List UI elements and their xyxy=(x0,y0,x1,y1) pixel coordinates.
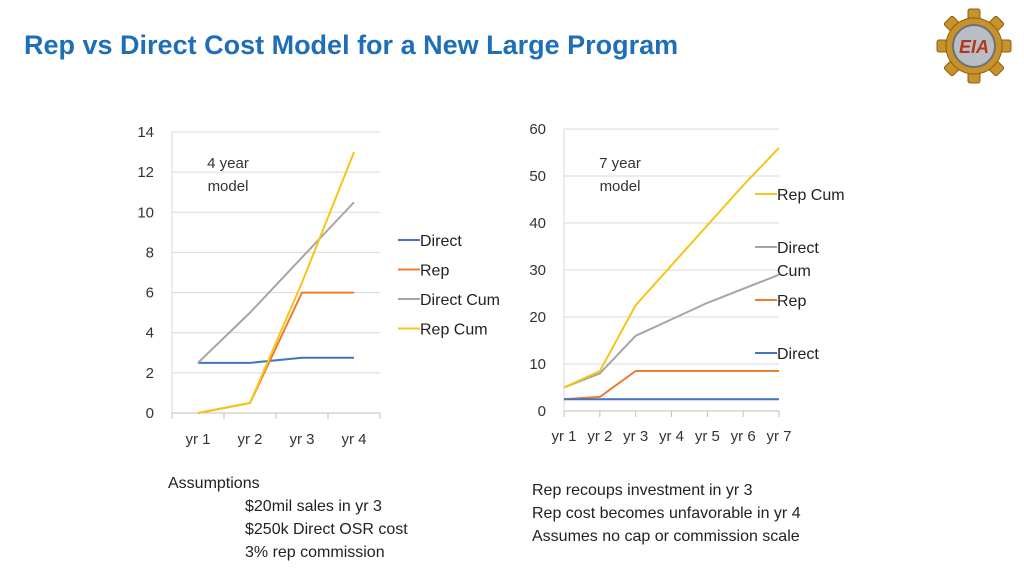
x-tick-label: yr 4 xyxy=(341,431,366,448)
finding-item: Rep cost becomes unfavorable in yr 4 xyxy=(532,505,801,522)
y-tick-label: 30 xyxy=(529,262,546,279)
finding-item: Rep recoups investment in yr 3 xyxy=(532,482,753,499)
chart-annotation: 7 year xyxy=(599,155,641,172)
y-tick-label: 0 xyxy=(146,405,154,422)
series-line-rep xyxy=(563,370,779,401)
legend-label: Rep xyxy=(777,293,806,310)
logo-text: EIA xyxy=(959,37,989,57)
y-tick-label: 40 xyxy=(529,215,546,232)
x-tick-label: yr 1 xyxy=(185,431,210,448)
y-tick-label: 20 xyxy=(529,309,546,326)
series-line-direct-cum xyxy=(563,273,780,389)
y-tick-label: 12 xyxy=(137,164,154,181)
legend-label: Direct xyxy=(420,233,462,250)
assumption-item: $20mil sales in yr 3 xyxy=(245,498,382,515)
chart-annotation: model xyxy=(600,178,641,195)
findings-block: Rep recoups investment in yr 3 Rep cost … xyxy=(532,479,801,548)
series-line-direct xyxy=(198,356,354,364)
x-tick-label: yr 7 xyxy=(766,428,791,445)
finding-item: Assumes no cap or commission scale xyxy=(532,528,800,545)
chart-annotation: 4 year xyxy=(207,155,249,172)
y-tick-label: 8 xyxy=(146,244,154,261)
x-tick-label: yr 2 xyxy=(237,431,262,448)
series-line-direct-cum xyxy=(197,201,355,364)
x-tick-label: yr 4 xyxy=(659,428,684,445)
legend-label: Direct xyxy=(777,346,819,363)
x-tick-label: yr 3 xyxy=(289,431,314,448)
y-tick-label: 10 xyxy=(529,356,546,373)
assumption-item: $250k Direct OSR cost xyxy=(245,521,408,538)
y-tick-label: 14 xyxy=(137,124,154,141)
legend-label: Rep xyxy=(420,263,449,280)
chart-annotation: model xyxy=(208,178,249,195)
assumptions-block: Assumptions $20mil sales in yr 3 $250k D… xyxy=(168,472,408,564)
legend-label: Rep Cum xyxy=(777,187,845,204)
legend-label: Direct Cum xyxy=(420,292,500,309)
x-tick-label: yr 6 xyxy=(731,428,756,445)
legend-label: Direct xyxy=(777,240,819,257)
assumption-item: 3% rep commission xyxy=(245,544,385,561)
series-line-rep-cum xyxy=(197,151,355,414)
page-title: Rep vs Direct Cost Model for a New Large… xyxy=(24,30,679,60)
series-line-rep-cum xyxy=(563,147,780,389)
x-tick-label: yr 5 xyxy=(695,428,720,445)
assumptions-heading: Assumptions xyxy=(168,475,260,492)
x-tick-label: yr 3 xyxy=(623,428,648,445)
y-tick-label: 10 xyxy=(137,204,154,221)
y-tick-label: 2 xyxy=(146,365,154,382)
y-tick-label: 50 xyxy=(529,168,546,185)
x-tick-label: yr 1 xyxy=(551,428,576,445)
y-tick-label: 60 xyxy=(529,121,546,138)
y-tick-label: 0 xyxy=(538,403,546,420)
y-tick-label: 6 xyxy=(146,285,154,302)
y-tick-label: 4 xyxy=(146,325,154,342)
legend-label: Rep Cum xyxy=(420,322,488,339)
gear-logo-icon: EIA xyxy=(936,8,1012,84)
x-tick-label: yr 2 xyxy=(587,428,612,445)
legend-label: Cum xyxy=(777,263,811,280)
